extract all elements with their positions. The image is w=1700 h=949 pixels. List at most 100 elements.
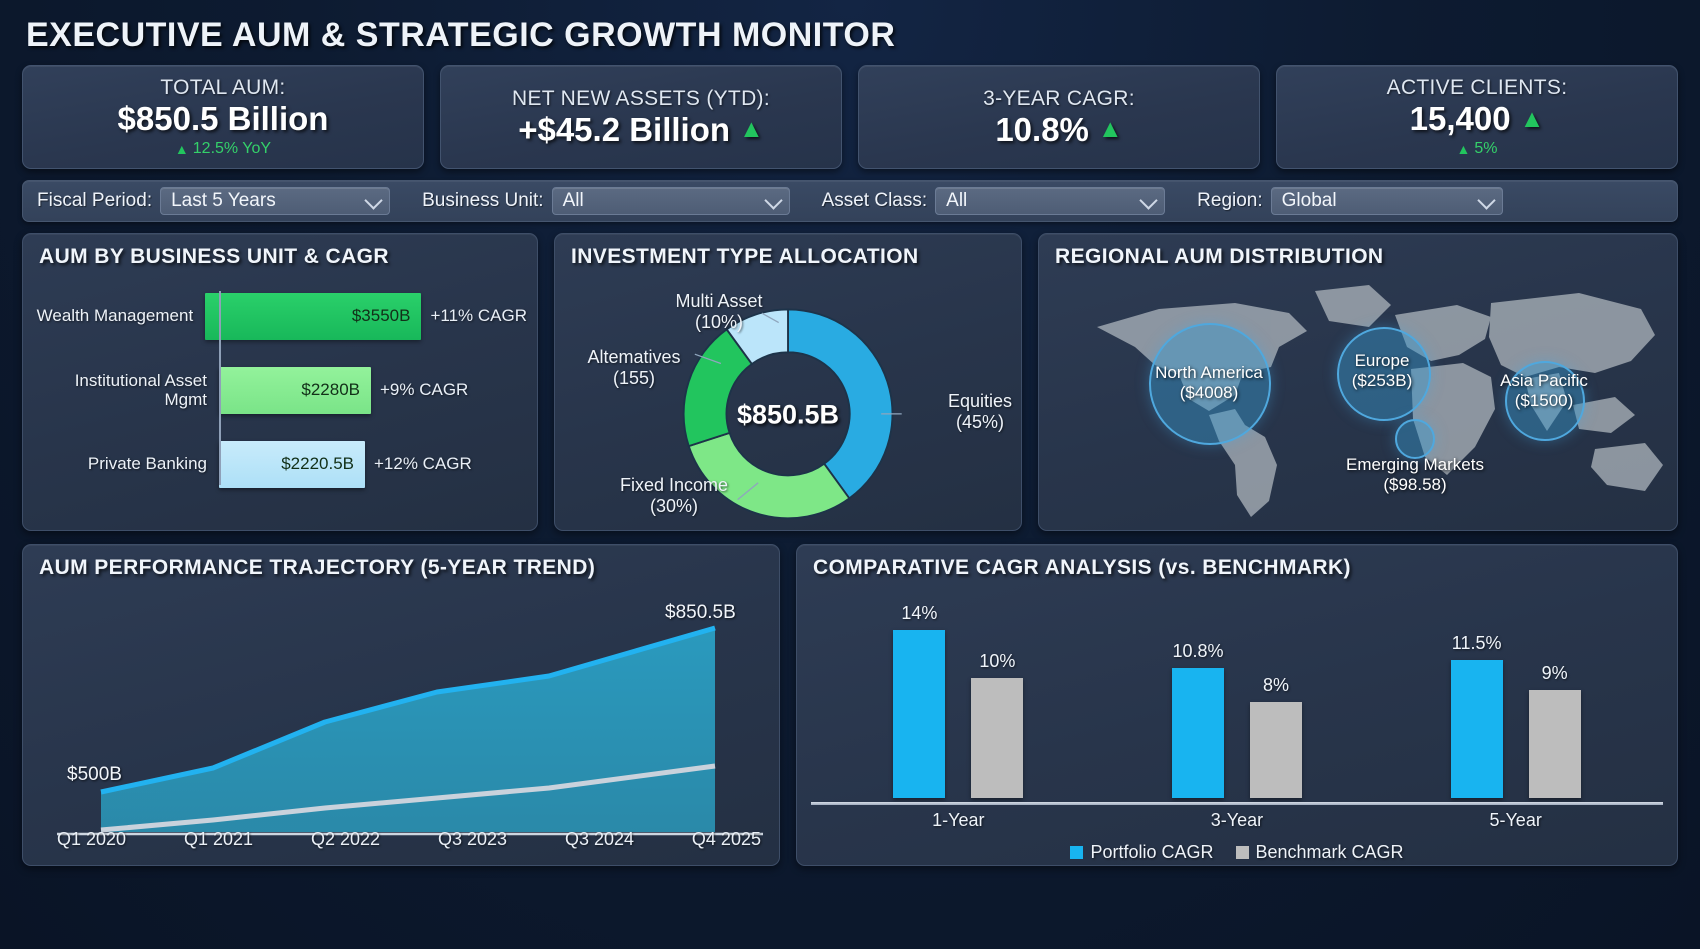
- legend-item-benchmark[interactable]: Benchmark CAGR: [1235, 842, 1404, 863]
- kpi-card-3-year-cagr[interactable]: 3-YEAR CAGR: 10.8% ▲: [858, 65, 1260, 169]
- cagr-group-1-year: 14% 10%: [893, 603, 1024, 798]
- donut-slice-multi-asset[interactable]: [725, 308, 789, 366]
- bubble-label-north-america: North America ($4008): [1133, 363, 1285, 403]
- donut-label-name: Equities: [947, 391, 1013, 411]
- cagr-x-axis-labels: 1-Year 3-Year 5-Year: [819, 810, 1655, 831]
- bar-value-label: $2220.5B: [281, 454, 354, 473]
- cagr-bar-label: 11.5%: [1451, 633, 1502, 653]
- trend-area-fill: [101, 628, 715, 832]
- legend-item-portfolio[interactable]: Portfolio CAGR: [1070, 842, 1214, 863]
- kpi-label: 3-YEAR CAGR:: [983, 86, 1135, 110]
- region-value: Global: [1281, 190, 1337, 211]
- bar-category-label: Institutional Asset Mgmt: [74, 370, 207, 409]
- kpi-row: TOTAL AUM: $850.5 Billion ▲ 12.5% YoY NE…: [22, 65, 1678, 169]
- trend-x-tick: Q3 2023: [437, 829, 508, 849]
- cagr-group-5-year: 11.5% 9%: [1450, 633, 1581, 798]
- asset-class-value: All: [946, 190, 968, 211]
- donut-slice-equities[interactable]: [787, 308, 894, 500]
- kpi-value-wrap: 10.8% ▲: [995, 112, 1122, 148]
- donut-label-name: Fixed Income: [619, 475, 729, 495]
- donut-label-value: (155): [612, 367, 656, 388]
- bubble-label-name: Asia Pacific: [1500, 371, 1588, 390]
- kpi-value-wrap: 15,400 ▲: [1410, 102, 1545, 137]
- donut-label-value: (30%): [649, 495, 698, 516]
- donut-label-value: (45%): [955, 411, 1004, 432]
- bar-value-label: $2280B: [301, 380, 360, 399]
- panel-title: AUM PERFORMANCE TRAJECTORY (5-YEAR TREND…: [39, 556, 596, 579]
- panel-title: INVESTMENT TYPE ALLOCATION: [571, 245, 919, 268]
- panel-aum-performance-trajectory: AUM PERFORMANCE TRAJECTORY (5-YEAR TREND…: [22, 544, 780, 866]
- donut-label-value: (10%): [694, 311, 743, 332]
- bubble-label-name: Emerging Markets: [1346, 455, 1484, 474]
- cagr-baseline: [811, 802, 1663, 805]
- bubble-label-value: ($1500): [1514, 391, 1574, 411]
- fiscal-period-select[interactable]: Last 5 Years: [160, 187, 391, 215]
- cagr-bar-portfolio[interactable]: [1171, 668, 1224, 798]
- cagr-bar-label: 8%: [1262, 675, 1289, 695]
- filter-label: Fiscal Period:: [37, 190, 153, 211]
- bubble-asia-pacific[interactable]: [1505, 361, 1585, 441]
- bubble-north-america[interactable]: [1149, 323, 1271, 445]
- kpi-card-net-new-assets[interactable]: NET NEW ASSETS (YTD): +$45.2 Billion ▲: [440, 65, 842, 169]
- cagr-bar-portfolio[interactable]: [893, 630, 946, 798]
- kpi-value: 15,400: [1409, 100, 1511, 138]
- kpi-label: TOTAL AUM:: [160, 76, 286, 100]
- trend-up-icon: ▲: [1456, 140, 1471, 157]
- cagr-bar-benchmark[interactable]: [1249, 702, 1302, 798]
- kpi-card-total-aum[interactable]: TOTAL AUM: $850.5 Billion ▲ 12.5% YoY: [22, 65, 424, 169]
- cagr-bar-benchmark[interactable]: [971, 678, 1024, 798]
- business-unit-chart: Wealth Management $3550B +11% CAGR Insti…: [23, 269, 537, 499]
- bar-private-banking[interactable]: $2220.5B: [219, 440, 365, 488]
- asset-class-select[interactable]: All: [935, 187, 1166, 215]
- donut-svg: [682, 308, 902, 520]
- cagr-bar-portfolio[interactable]: [1450, 660, 1503, 798]
- business-unit-select[interactable]: All: [551, 187, 790, 215]
- page-title: EXECUTIVE AUM & STRATEGIC GROWTH MONITOR: [26, 16, 896, 54]
- kpi-delta: 5%: [1474, 139, 1498, 157]
- filter-label: Business Unit:: [422, 190, 544, 211]
- filter-label: Region:: [1197, 190, 1263, 211]
- cagr-bar-wrap: 14%: [893, 603, 946, 798]
- region-select[interactable]: Global: [1270, 187, 1503, 215]
- bubble-label-name: North America: [1155, 363, 1263, 382]
- cagr-bar-label: 9%: [1541, 663, 1568, 683]
- cagr-bars: 14% 10% 10.8%: [819, 603, 1655, 798]
- cagr-bar-wrap: 8%: [1249, 675, 1302, 798]
- cagr-bar-wrap: 9%: [1528, 663, 1581, 798]
- donut-label-equities: Equities (45%): [915, 391, 1021, 432]
- bubble-europe[interactable]: [1337, 327, 1431, 421]
- trend-x-tick: Q1 2021: [183, 829, 254, 849]
- trend-line-benchmark[interactable]: [100, 763, 716, 833]
- cagr-x-tick: 1-Year: [932, 810, 985, 830]
- filter-asset-class: Asset Class: All: [822, 187, 1166, 215]
- chevron-down-icon: [1139, 191, 1158, 210]
- donut-slice-fixed-income[interactable]: [687, 431, 851, 520]
- cagr-x-tick: 5-Year: [1489, 810, 1542, 830]
- trend-up-icon: ▲: [1519, 104, 1545, 133]
- panel-investment-type-allocation: INVESTMENT TYPE ALLOCATION: [554, 233, 1022, 531]
- bar-category-label: Private Banking: [87, 454, 207, 474]
- kpi-delta-wrap: ▲ 5%: [1457, 140, 1498, 158]
- filter-fiscal-period: Fiscal Period: Last 5 Years: [37, 187, 391, 215]
- filter-bar: Fiscal Period: Last 5 Years Business Uni…: [22, 180, 1678, 222]
- donut-label-name: Altematives: [587, 347, 681, 367]
- kpi-label: ACTIVE CLIENTS:: [1386, 76, 1568, 100]
- bubble-emerging-markets[interactable]: [1395, 419, 1435, 459]
- filter-region: Region: Global: [1197, 187, 1503, 215]
- bar-wealth-management[interactable]: $3550B: [205, 292, 422, 340]
- bar-cagr-annotation: +9% CAGR: [380, 380, 469, 399]
- kpi-card-active-clients[interactable]: ACTIVE CLIENTS: 15,400 ▲ ▲ 5%: [1276, 65, 1678, 169]
- bar-row[interactable]: Wealth Management $3550B +11% CAGR: [33, 283, 527, 349]
- bar-row[interactable]: Private Banking $2220.5B +12% CAGR: [33, 431, 527, 497]
- bar-row[interactable]: Institutional Asset Mgmt $2280B +9% CAGR: [33, 357, 527, 423]
- cagr-bar-benchmark[interactable]: [1528, 690, 1581, 798]
- bubble-label-value: ($253B): [1351, 371, 1413, 391]
- bar-institutional-asset-mgmt[interactable]: $2280B: [219, 366, 371, 414]
- cagr-bar-wrap: 10%: [971, 651, 1024, 798]
- world-map: North America ($4008) Europe ($253B) Asi…: [1039, 269, 1677, 525]
- cagr-bar-label: 10%: [979, 651, 1016, 671]
- chevron-down-icon: [763, 191, 783, 210]
- trend-line-aum[interactable]: [100, 625, 716, 795]
- trend-start-label: $500B: [67, 764, 122, 785]
